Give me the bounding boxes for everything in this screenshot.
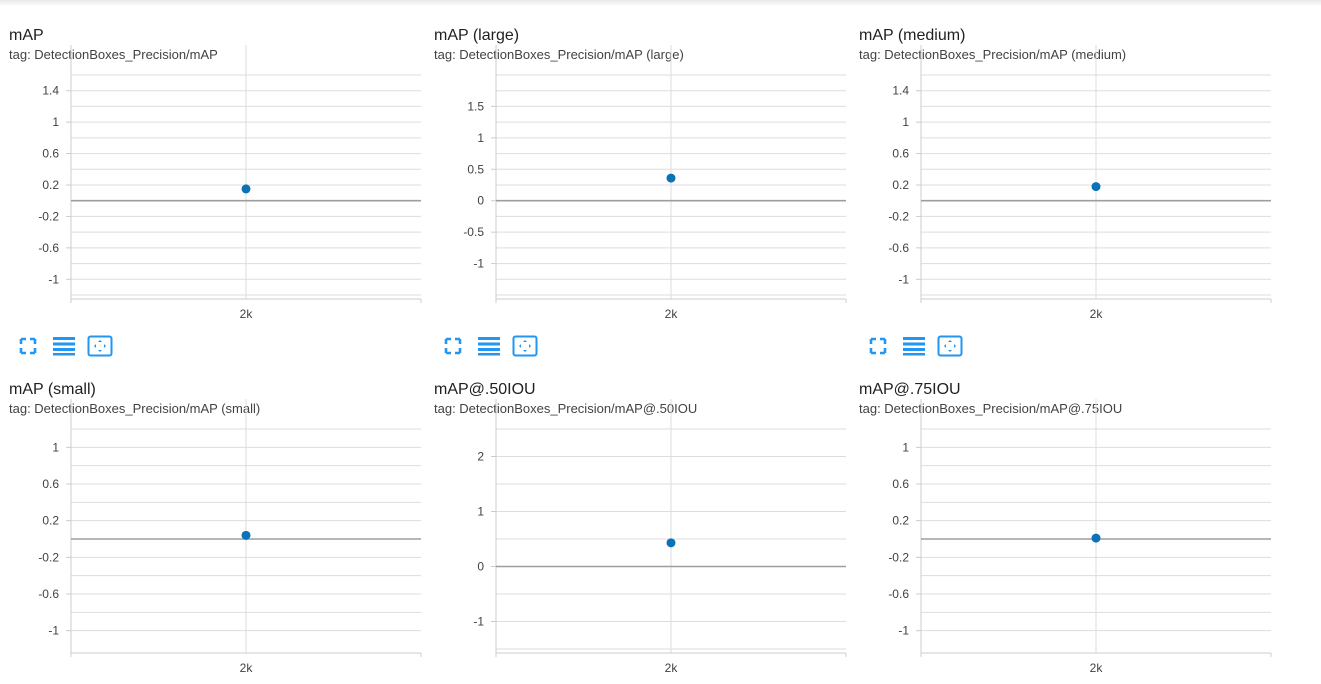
y-tick-label: -1	[473, 615, 484, 629]
chart-plot[interactable]: 1 0.6 0.2 -0.2 -0.6 -1 2k	[0, 381, 425, 684]
y-tick-label: 1.4	[892, 84, 909, 98]
fullscreen-button[interactable]	[440, 333, 466, 359]
y-tick-label: 1.4	[42, 84, 59, 98]
y-tick-label: -0.2	[888, 550, 909, 564]
toggle-lines-button[interactable]	[901, 333, 927, 359]
fullscreen-button[interactable]	[865, 333, 891, 359]
lines-icon	[903, 337, 925, 356]
data-point	[241, 184, 251, 194]
y-tick-label: 0.6	[892, 147, 909, 161]
y-tick-label: -0.2	[38, 209, 59, 223]
y-tick-label: 1	[902, 115, 909, 129]
y-tick-label: 1	[52, 440, 59, 454]
fit-domain-icon	[937, 335, 963, 357]
y-tick-label: 1	[477, 505, 484, 519]
y-tick-label: 0.6	[42, 477, 59, 491]
data-point	[666, 538, 676, 548]
y-tick-label: -0.2	[888, 209, 909, 223]
y-tick-label: -0.6	[888, 587, 909, 601]
chart-tag: tag: DetectionBoxes_Precision/mAP (small…	[9, 401, 261, 416]
y-tick-label: 1.5	[467, 99, 484, 113]
chart-toolbar	[440, 333, 538, 359]
toggle-lines-button[interactable]	[476, 333, 502, 359]
x-tick-label: 2k	[240, 661, 254, 675]
toggle-lines-button[interactable]	[51, 333, 77, 359]
chart-tag: tag: DetectionBoxes_Precision/mAP@.75IOU	[859, 401, 1123, 416]
data-point	[1091, 533, 1101, 543]
data-point	[666, 173, 676, 183]
y-tick-label: -0.5	[463, 225, 484, 239]
lines-icon	[53, 337, 75, 356]
chart-title: mAP (large)	[434, 27, 520, 44]
y-tick-label: -0.6	[888, 241, 909, 255]
top-shadow-bar	[0, 0, 1321, 6]
y-tick-label: 2	[477, 450, 484, 464]
y-tick-label: -1	[473, 257, 484, 271]
fullscreen-icon	[444, 337, 462, 355]
chart-card-map-50iou: mAP@.50IOU tag: DetectionBoxes_Precision…	[425, 381, 850, 684]
chart-tag: tag: DetectionBoxes_Precision/mAP@.50IOU	[434, 401, 698, 416]
y-tick-label: -0.6	[38, 241, 59, 255]
chart-title: mAP@.75IOU	[859, 381, 961, 398]
chart-plot[interactable]: 1.4 1 0.6 0.2 -0.2 -0.6 -1 2k	[850, 27, 1275, 327]
lines-icon	[478, 337, 500, 356]
y-tick-label: -1	[48, 624, 59, 638]
chart-title: mAP (medium)	[859, 27, 966, 44]
fit-domain-button[interactable]	[512, 333, 538, 359]
chart-title: mAP@.50IOU	[434, 381, 536, 398]
y-tick-label: 0.2	[892, 178, 909, 192]
y-tick-label: 1	[902, 440, 909, 454]
data-point	[1091, 182, 1101, 192]
chart-plot[interactable]: 2 1 0 -1 2k	[425, 381, 850, 684]
y-tick-label: 0	[477, 560, 484, 574]
chart-card-map-large: mAP (large) tag: DetectionBoxes_Precisio…	[425, 27, 850, 327]
chart-card-map-small: mAP (small) tag: DetectionBoxes_Precisio…	[0, 381, 425, 684]
chart-title: mAP (small)	[9, 381, 96, 398]
fit-domain-icon	[87, 335, 113, 357]
fullscreen-icon	[19, 337, 37, 355]
y-tick-label: 1	[477, 131, 484, 145]
x-tick-label: 2k	[665, 307, 679, 321]
chart-plot[interactable]: 1.4 1 0.6 0.2 -0.2 -0.6 -1 2k	[0, 27, 425, 327]
y-tick-label: 0.5	[467, 162, 484, 176]
y-tick-label: -1	[898, 624, 909, 638]
chart-tag: tag: DetectionBoxes_Precision/mAP	[9, 47, 218, 62]
fullscreen-icon	[869, 337, 887, 355]
fullscreen-button[interactable]	[15, 333, 41, 359]
chart-title: mAP	[9, 27, 44, 44]
x-tick-label: 2k	[1090, 307, 1104, 321]
chart-tag: tag: DetectionBoxes_Precision/mAP (mediu…	[859, 47, 1127, 62]
chart-plot[interactable]: 1.5 1 0.5 0 -0.5 -1 2k	[425, 27, 850, 327]
y-tick-label: 0.2	[892, 514, 909, 528]
chart-card-map: mAP tag: DetectionBoxes_Precision/mAP 1.…	[0, 27, 425, 327]
y-tick-label: -0.2	[38, 550, 59, 564]
y-tick-label: -1	[898, 272, 909, 286]
chart-card-map-75iou: mAP@.75IOU tag: DetectionBoxes_Precision…	[850, 381, 1275, 684]
x-tick-label: 2k	[240, 307, 254, 321]
chart-plot[interactable]: 1 0.6 0.2 -0.2 -0.6 -1 2k	[850, 381, 1275, 684]
chart-toolbar	[15, 333, 113, 359]
y-tick-label: 0.6	[892, 477, 909, 491]
fit-domain-icon	[512, 335, 538, 357]
y-tick-label: -1	[48, 272, 59, 286]
x-tick-label: 2k	[1090, 661, 1104, 675]
x-tick-label: 2k	[665, 661, 679, 675]
chart-toolbar	[865, 333, 963, 359]
y-tick-label: 0.2	[42, 514, 59, 528]
y-tick-label: -0.6	[38, 587, 59, 601]
chart-card-map-medium: mAP (medium) tag: DetectionBoxes_Precisi…	[850, 27, 1275, 327]
data-point	[241, 530, 251, 540]
fit-domain-button[interactable]	[937, 333, 963, 359]
y-tick-label: 0	[477, 194, 484, 208]
y-tick-label: 1	[52, 115, 59, 129]
y-tick-label: 0.6	[42, 147, 59, 161]
fit-domain-button[interactable]	[87, 333, 113, 359]
y-tick-label: 0.2	[42, 178, 59, 192]
